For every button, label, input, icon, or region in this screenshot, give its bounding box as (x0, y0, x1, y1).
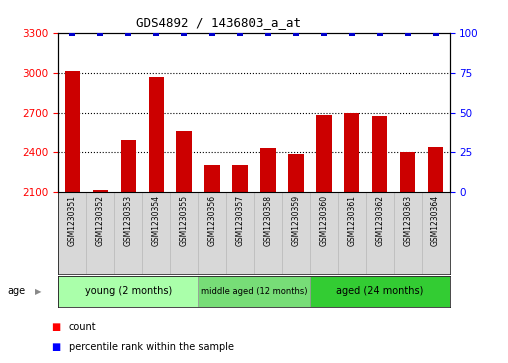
Bar (58, 192, 86, 274)
Point (403, 30, 411, 36)
Text: GSM1230364: GSM1230364 (431, 195, 440, 246)
Bar (338, 192, 366, 274)
Text: ■: ■ (51, 322, 60, 332)
Point (124, 30, 132, 36)
Bar (198, 192, 226, 274)
Point (208, 30, 216, 36)
Bar (92, 191, 108, 192)
Text: GSM1230351: GSM1230351 (68, 195, 77, 246)
Bar (232, 165, 248, 192)
Text: GSM1230354: GSM1230354 (152, 195, 161, 246)
Bar (282, 192, 310, 274)
Point (292, 30, 300, 36)
Text: middle aged (12 months): middle aged (12 months) (201, 287, 307, 296)
Text: GSM1230363: GSM1230363 (403, 195, 412, 246)
Bar (260, 148, 276, 192)
Bar (114, 192, 142, 274)
Text: ■: ■ (51, 342, 60, 352)
Bar (58, 276, 198, 307)
Point (347, 30, 356, 36)
Text: count: count (69, 322, 96, 332)
Bar (204, 165, 220, 192)
Point (264, 30, 272, 36)
Bar (394, 192, 422, 274)
Text: GSM1230360: GSM1230360 (320, 195, 328, 246)
Text: young (2 months): young (2 months) (85, 286, 172, 296)
Point (68, 30, 76, 36)
Point (375, 30, 384, 36)
Bar (226, 192, 254, 274)
Point (96, 30, 104, 36)
Text: GSM1230353: GSM1230353 (124, 195, 133, 246)
Bar (310, 276, 450, 307)
Point (236, 30, 244, 36)
Text: age: age (8, 286, 26, 297)
Point (320, 30, 328, 36)
Text: ▶: ▶ (35, 287, 41, 296)
Text: GSM1230357: GSM1230357 (236, 195, 244, 246)
Bar (310, 192, 338, 274)
Bar (428, 147, 443, 192)
Text: aged (24 months): aged (24 months) (336, 286, 423, 296)
Bar (142, 192, 170, 274)
Text: GDS4892 / 1436803_a_at: GDS4892 / 1436803_a_at (136, 16, 301, 29)
Bar (372, 116, 388, 192)
Text: GSM1230359: GSM1230359 (292, 195, 300, 246)
Bar (120, 140, 136, 192)
Bar (422, 192, 450, 274)
Bar (366, 192, 394, 274)
Bar (86, 192, 114, 274)
Bar (316, 115, 332, 192)
Bar (170, 192, 198, 274)
Bar (254, 192, 282, 274)
Bar (288, 155, 304, 192)
Bar (65, 71, 80, 192)
Text: GSM1230356: GSM1230356 (208, 195, 216, 246)
Bar (400, 152, 416, 192)
Bar (176, 131, 192, 192)
Point (431, 30, 439, 36)
Bar (148, 77, 164, 192)
Text: GSM1230361: GSM1230361 (347, 195, 356, 246)
Text: GSM1230352: GSM1230352 (96, 195, 105, 246)
Text: GSM1230362: GSM1230362 (375, 195, 384, 246)
Bar (344, 113, 360, 192)
Text: percentile rank within the sample: percentile rank within the sample (69, 342, 234, 352)
Text: GSM1230358: GSM1230358 (264, 195, 272, 246)
Point (152, 30, 160, 36)
Bar (198, 276, 310, 307)
Text: GSM1230355: GSM1230355 (180, 195, 188, 246)
Point (180, 30, 188, 36)
